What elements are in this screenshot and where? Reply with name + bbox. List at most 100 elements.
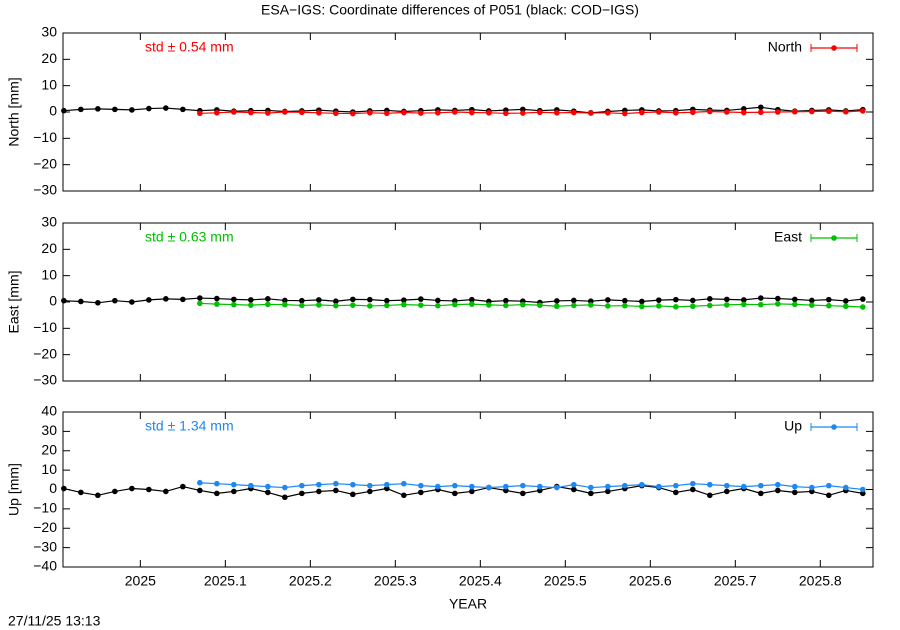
data-point <box>367 303 373 309</box>
data-point <box>690 109 696 116</box>
data-point <box>265 110 271 116</box>
data-point <box>537 302 543 308</box>
data-point <box>469 301 475 307</box>
data-point <box>588 490 594 497</box>
data-point <box>452 301 458 308</box>
legend-label: North <box>768 39 802 55</box>
data-point <box>112 297 118 304</box>
annotation: std ± 1.34 mm <box>145 418 234 434</box>
x-tick-label: 2025.5 <box>544 573 587 589</box>
data-point <box>214 480 220 487</box>
data-point <box>129 485 135 492</box>
data-point <box>724 302 730 308</box>
data-point <box>197 487 203 494</box>
data-point <box>95 106 101 112</box>
data-point <box>571 486 577 493</box>
data-point <box>61 297 67 304</box>
data-point <box>282 484 288 491</box>
x-axis-label: YEAR <box>449 596 487 612</box>
data-point <box>724 488 730 495</box>
data-point <box>214 301 220 307</box>
data-point <box>333 487 339 494</box>
data-point <box>333 110 339 117</box>
data-point <box>197 479 203 486</box>
data-point <box>656 303 662 309</box>
data-point <box>741 483 747 490</box>
series-line <box>199 110 863 115</box>
data-point <box>299 482 305 489</box>
data-point <box>707 108 713 115</box>
data-point <box>503 483 509 490</box>
data-point <box>418 482 424 489</box>
data-point <box>843 298 849 304</box>
data-point <box>452 490 458 497</box>
data-point <box>299 490 305 497</box>
y-tick-label: 10 <box>41 266 57 282</box>
data-point <box>333 480 339 487</box>
y-tick-label: −30 <box>33 182 57 198</box>
data-point <box>860 304 866 310</box>
data-point <box>282 109 288 115</box>
data-point <box>554 303 560 310</box>
data-point <box>843 303 849 310</box>
data-point <box>503 487 509 494</box>
legend-marker <box>831 45 837 51</box>
y-tick-label: 20 <box>41 240 57 256</box>
plot-frame <box>62 222 874 382</box>
data-point <box>571 109 577 116</box>
x-tick-label: 2025.6 <box>629 573 672 589</box>
data-point <box>486 109 492 116</box>
plot-frame <box>62 411 874 568</box>
data-point <box>95 299 101 306</box>
data-point <box>605 109 611 116</box>
series-line <box>63 485 863 498</box>
y-tick-label: 10 <box>41 76 57 92</box>
data-point <box>588 484 594 491</box>
data-point <box>758 490 764 497</box>
data-point <box>826 492 832 499</box>
data-point <box>792 301 798 308</box>
data-point <box>690 297 696 304</box>
data-point <box>180 483 186 490</box>
data-point <box>418 489 424 496</box>
data-point <box>605 297 611 303</box>
data-point <box>622 302 628 309</box>
data-point <box>384 297 390 304</box>
series-line <box>199 302 863 308</box>
data-point <box>265 483 271 490</box>
data-point <box>588 110 594 116</box>
data-point <box>537 483 543 490</box>
data-point <box>605 488 611 495</box>
data-point <box>129 107 135 113</box>
data-point <box>163 488 169 495</box>
data-point <box>248 109 254 116</box>
data-point <box>231 481 237 488</box>
data-point <box>622 482 628 489</box>
data-point <box>384 485 390 492</box>
data-point <box>435 302 441 309</box>
data-point <box>860 296 866 302</box>
data-point <box>520 490 526 497</box>
data-point <box>656 297 662 303</box>
x-tick-label: 2025.4 <box>459 573 502 589</box>
data-point <box>860 490 866 497</box>
data-point <box>741 301 747 308</box>
data-point <box>520 301 526 308</box>
data-point <box>605 303 611 309</box>
y-tick-label: 10 <box>41 461 57 477</box>
data-point <box>809 488 815 495</box>
y-axis-label: East [mm] <box>6 270 22 333</box>
series-line <box>63 297 863 304</box>
data-point <box>163 296 169 302</box>
chart-title: ESA−IGS: Coordinate differences of P051 … <box>261 2 639 18</box>
data-point <box>231 109 237 115</box>
y-tick-label: 20 <box>41 50 57 66</box>
data-point <box>775 295 781 302</box>
data-point <box>673 303 679 310</box>
data-point <box>826 482 832 489</box>
x-tick-label: 2025 <box>125 573 156 589</box>
data-point <box>265 296 271 302</box>
data-point <box>707 481 713 488</box>
data-point <box>197 300 203 307</box>
